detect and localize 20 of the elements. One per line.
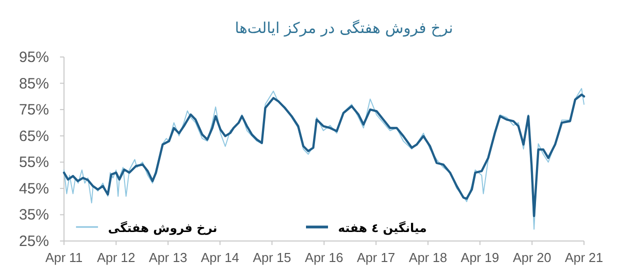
x-tick-label: Apr 14 — [200, 250, 240, 265]
y-tick-label: 25% — [18, 233, 49, 250]
x-tick-label: Apr 20 — [512, 250, 552, 265]
x-tick-label: Apr 17 — [356, 250, 396, 265]
x-tick-label: Apr 15 — [252, 250, 292, 265]
x-tick-label: Apr 19 — [460, 250, 500, 265]
x-tick-label: Apr 11 — [45, 250, 83, 265]
x-tick-label: Apr 16 — [304, 250, 344, 265]
y-tick-label: 45% — [18, 180, 49, 198]
x-tick-label: Apr 13 — [148, 250, 188, 265]
y-tick-label: 35% — [18, 206, 49, 224]
y-tick-label: 85% — [18, 75, 49, 92]
title: نرخ فروش هفتگی در مرکز ایالت‌ها — [234, 19, 454, 37]
y-tick-label: 55% — [18, 154, 49, 172]
y-tick-label: 95% — [18, 49, 49, 66]
y-tick-label: 65% — [18, 128, 49, 145]
x-tick-label: Apr 12 — [96, 250, 136, 265]
x-tick-label: Apr 21 — [564, 250, 604, 265]
x-tick-label: Apr 18 — [408, 250, 448, 265]
y-tick-label: 75% — [18, 102, 49, 119]
